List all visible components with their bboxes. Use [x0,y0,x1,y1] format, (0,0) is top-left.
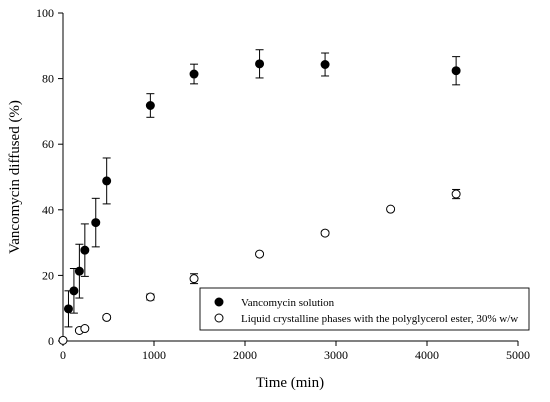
data-point-filled [80,245,90,255]
y-tick-label: 100 [36,6,54,20]
data-point-filled [145,100,155,110]
x-tick-label: 2000 [233,348,257,362]
data-point-open [320,228,330,238]
x-axis-ticks: 0 1000 2000 3000 4000 5000 [60,341,530,362]
data-point-filled [255,59,265,69]
data-point-filled [320,59,330,69]
legend: Vancomycin solution Liquid crystalline p… [199,287,530,331]
x-tick-label: 4000 [415,348,439,362]
data-point-filled [91,218,101,228]
data-point-filled [189,69,199,79]
y-tick-label: 60 [42,137,54,151]
data-point-open [58,335,68,345]
series-1 [63,49,461,328]
data-point-filled [102,176,112,186]
x-tick-label: 5000 [506,348,530,362]
x-tick-label: 0 [60,348,66,362]
legend-label-series-1: Vancomycin solution [241,297,335,309]
series-2 [58,188,461,345]
y-tick-label: 40 [42,203,54,217]
data-point-filled [451,66,461,76]
x-tick-label: 3000 [324,348,348,362]
data-point-open [145,292,155,302]
y-axis-ticks: 0 20 40 60 80 100 [36,6,63,348]
legend-marker-filled [214,297,224,307]
data-point-open [451,189,461,199]
legend-marker-open [214,313,224,323]
data-point-open [189,274,199,284]
y-axis-label: Vancomycin diffused (%) [7,100,23,254]
y-tick-label: 20 [42,268,54,282]
data-point-filled [63,304,73,314]
legend-box [199,287,530,331]
y-tick-label: 80 [42,72,54,86]
axes [62,13,518,342]
data-point-open [80,324,90,334]
data-point-open [102,312,112,322]
x-axis-label: Time (min) [256,375,324,391]
data-marks [58,49,461,345]
legend-label-series-2: Liquid crystalline phases with the polyg… [241,313,518,325]
data-point-filled [74,266,84,276]
data-point-open [386,204,396,214]
y-tick-label: 0 [48,334,54,348]
data-point-open [255,249,265,259]
data-point-filled [69,286,79,296]
x-tick-label: 1000 [142,348,166,362]
